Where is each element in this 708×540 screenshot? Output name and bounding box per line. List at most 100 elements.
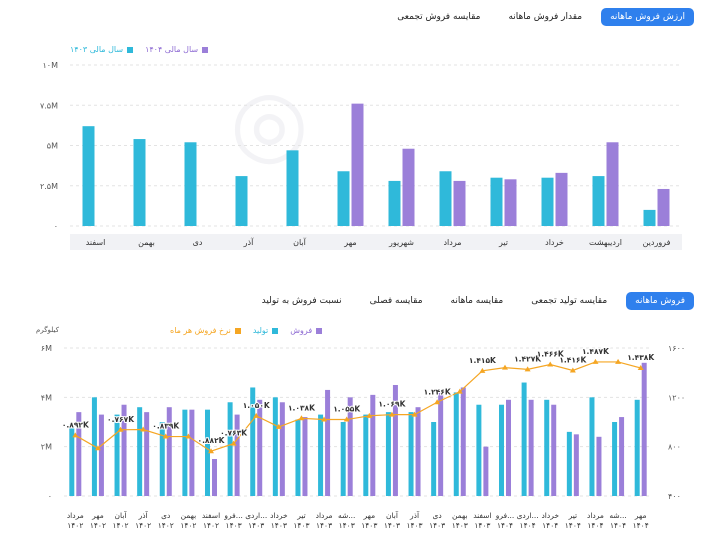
bar-sales bbox=[279, 402, 285, 496]
x-tick-label-month: اسفند bbox=[473, 511, 491, 520]
bar-1403 bbox=[541, 177, 554, 226]
bar-sales bbox=[166, 407, 172, 496]
x-tick-label-month: شه... bbox=[338, 511, 355, 520]
bar-production bbox=[544, 399, 550, 496]
sales-rate-data-label: ۱.۰۵۵K bbox=[333, 405, 361, 414]
tab-monthly-comparison[interactable]: مقایسه ماهانه bbox=[450, 296, 504, 306]
bar-production bbox=[634, 399, 640, 496]
monthly-sales-value-chart: ۰ ۲.۵M ۵M ۷.۵M ۱۰M فروردین اردیبهشت خرداد تیر مرد… bbox=[40, 61, 682, 250]
sales-rate-point bbox=[569, 367, 576, 373]
sales-rate-data-label: ۱.۴۶۶K bbox=[537, 350, 565, 359]
bar-1403 bbox=[82, 126, 95, 226]
bar-1403 bbox=[184, 142, 197, 226]
x-tick-label-year: ۱۴۰۳ bbox=[452, 521, 468, 530]
sales-rate-line bbox=[75, 361, 641, 452]
x-tick-label-month: آذر bbox=[409, 510, 420, 520]
bar-production bbox=[340, 422, 346, 496]
x-tick-label-year: ۱۴۰۳ bbox=[339, 521, 355, 530]
tab-sales-production-ratio[interactable]: نسبت فروش به تولید bbox=[261, 296, 342, 306]
sales-rate-data-label: ۱.۰۶۹K bbox=[378, 400, 406, 409]
y-tick-label: ۲.۵M bbox=[40, 182, 58, 191]
sales-rate-data-label: ۱.۲۴۶K bbox=[424, 387, 452, 396]
y-left-tick-label: ۴M bbox=[41, 393, 52, 402]
bar-sales bbox=[438, 392, 444, 496]
x-tick-label-month: بهمن bbox=[452, 511, 468, 520]
tab-cumulative-production[interactable]: مقایسه تولید تجمعی bbox=[531, 296, 608, 306]
sales-rate-point bbox=[321, 416, 328, 422]
y-tick-label: ۰ bbox=[54, 222, 58, 231]
bar-sales bbox=[573, 434, 579, 496]
bar-production bbox=[431, 422, 437, 496]
x-tick-label-month: اردی... bbox=[245, 511, 267, 520]
tab-cumulative-sales[interactable]: مقایسه فروش تجمعی bbox=[397, 12, 481, 22]
x-tick-label-year: ۱۴۰۲ bbox=[135, 521, 151, 530]
bar-sales bbox=[641, 362, 647, 496]
bar-1403 bbox=[133, 139, 146, 226]
bar-1404 bbox=[606, 142, 619, 226]
legend-item-1404[interactable]: سال مالی ۱۴۰۴ bbox=[145, 45, 209, 54]
legend-item-1403[interactable]: سال مالی ۱۴۰۳ bbox=[70, 45, 134, 54]
x-tick-label: اسفند bbox=[86, 238, 106, 247]
x-tick-label-year: ۱۴۰۲ bbox=[203, 521, 219, 530]
bar-sales bbox=[460, 387, 466, 496]
bar-production bbox=[137, 407, 143, 496]
sales-rate-point bbox=[298, 415, 305, 421]
bar-production bbox=[453, 392, 459, 496]
sales-rate-data-label: ۱.۰۵۰K bbox=[243, 401, 271, 410]
unit-label: کیلوگرم bbox=[36, 326, 59, 334]
x-tick-label: مهر bbox=[343, 238, 356, 247]
bar-1403 bbox=[235, 176, 248, 226]
bar-production bbox=[521, 382, 527, 496]
legend-item-sales-rate[interactable]: نرخ فروش هر ماه bbox=[170, 326, 241, 335]
y-tick-label: ۵M bbox=[47, 142, 58, 151]
x-axis-band bbox=[70, 234, 682, 250]
sales-rate-data-label: ۱.۴۱۵K bbox=[469, 356, 497, 365]
bar-1403 bbox=[337, 171, 350, 226]
sales-rate-point bbox=[615, 358, 622, 364]
y-right-tick-label: ۸۰۰ bbox=[668, 443, 681, 452]
x-tick-label-year: ۱۴۰۲ bbox=[180, 521, 196, 530]
tab-seasonal-comparison[interactable]: مقایسه فصلی bbox=[369, 296, 423, 306]
x-tick-label-month: اردی... bbox=[517, 511, 539, 520]
bar-production bbox=[589, 397, 595, 496]
sales-rate-point bbox=[456, 388, 463, 394]
legend-label: سال مالی ۱۴۰۳ bbox=[70, 45, 124, 54]
x-tick-label: اردیبهشت bbox=[589, 238, 622, 247]
bar-production bbox=[250, 387, 256, 496]
tab-monthly-sales-value[interactable]: ارزش فروش ماهانه bbox=[601, 8, 694, 26]
sales-rate-point bbox=[94, 445, 101, 451]
bar-production bbox=[69, 424, 75, 496]
bar-sales bbox=[76, 412, 82, 496]
bar-production bbox=[318, 414, 324, 496]
x-tick-label-month: دی bbox=[433, 511, 442, 520]
bar-production bbox=[227, 402, 233, 496]
x-tick-label-month: بهمن bbox=[181, 511, 197, 520]
tab-monthly-sales-volume[interactable]: مقدار فروش ماهانه bbox=[508, 12, 583, 22]
bar-sales bbox=[483, 446, 489, 496]
x-tick-label: آبان bbox=[293, 237, 307, 247]
sales-rate-point bbox=[411, 411, 418, 417]
sales-rate-point bbox=[366, 412, 373, 418]
x-tick-label-month: آذر bbox=[138, 510, 149, 520]
legend-label: نرخ فروش هر ماه bbox=[170, 326, 231, 335]
bar-sales bbox=[325, 389, 331, 496]
x-tick-label: دی bbox=[193, 238, 203, 247]
bar-sales bbox=[98, 414, 104, 496]
legend-item-production[interactable]: تولید bbox=[253, 326, 279, 335]
legend-item-sales[interactable]: فروش bbox=[290, 326, 323, 335]
bar-sales bbox=[506, 399, 511, 496]
sales-rate-point bbox=[524, 366, 531, 372]
bar-production bbox=[612, 422, 618, 496]
x-tick-label-month: آبان bbox=[386, 510, 399, 520]
sales-rate-data-label: ۰.۸۳۹K bbox=[152, 422, 180, 431]
x-tick-label-month: مرداد bbox=[316, 511, 333, 520]
sales-rate-point bbox=[547, 361, 554, 367]
bottom-chart-tabs: فروش ماهانه مقایسه تولید تجمعی مقایسه ما… bbox=[253, 292, 694, 310]
tab-monthly-sales[interactable]: فروش ماهانه bbox=[626, 292, 694, 310]
bar-sales bbox=[302, 417, 308, 496]
x-tick-label: خرداد bbox=[545, 238, 564, 247]
x-tick-label-month: فرو... bbox=[223, 511, 243, 520]
x-tick-label-year: ۱۴۰۴ bbox=[633, 521, 649, 530]
y-left-tick-label: ۶M bbox=[41, 344, 52, 353]
y-tick-label: ۷.۵M bbox=[40, 101, 58, 110]
